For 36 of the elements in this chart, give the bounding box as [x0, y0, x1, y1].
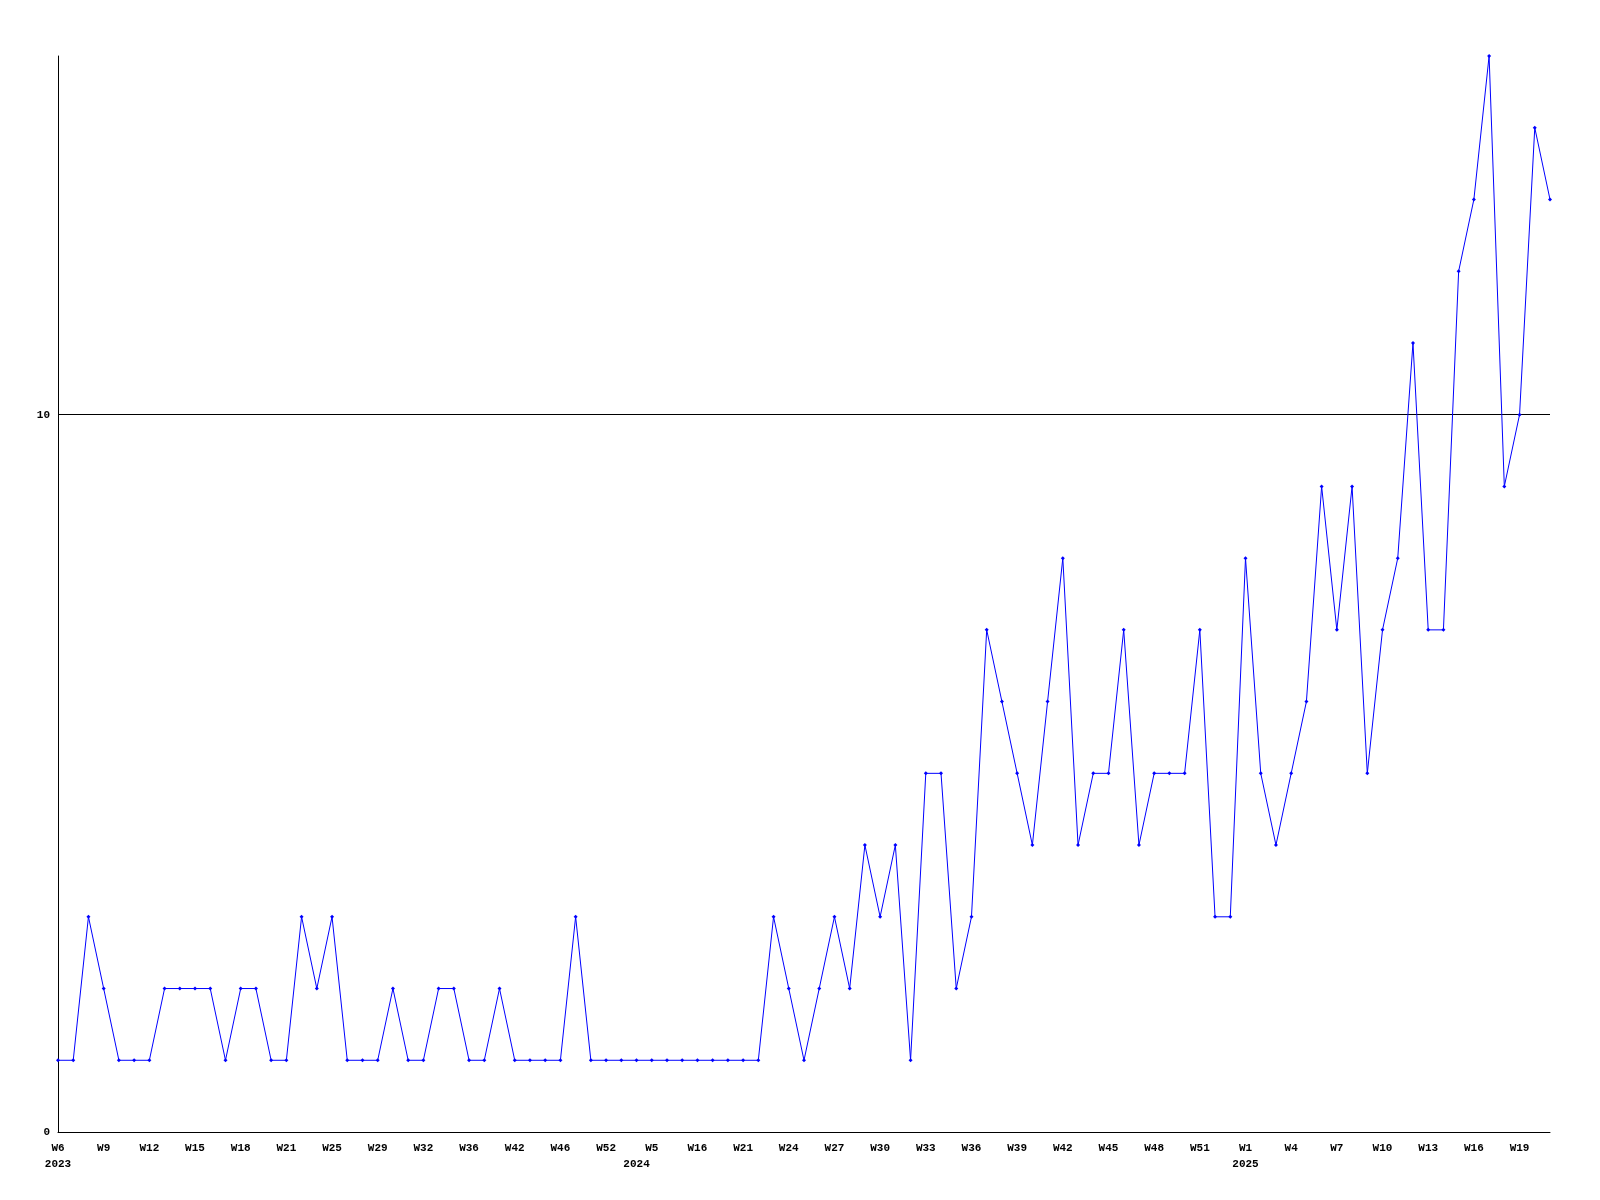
x-tick-label: W5 [645, 1142, 659, 1154]
x-tick-label: W10 [1372, 1142, 1393, 1154]
x-tick-label: W32 [413, 1142, 434, 1154]
x-tick-label: W36 [459, 1142, 479, 1154]
x-tick-label: W39 [1007, 1142, 1028, 1154]
x-tick-label: W30 [870, 1142, 891, 1154]
x-tick-label: W51 [1189, 1142, 1211, 1154]
x-tick-label: W1 2025 [1232, 1142, 1260, 1170]
x-tick-label: W52 [596, 1142, 616, 1154]
x-tick-label: W13 [1418, 1142, 1439, 1154]
x-tick-label: W25 [322, 1142, 343, 1154]
x-tick-label: W42 [1052, 1142, 1073, 1154]
x-tick-label: W15 [185, 1142, 206, 1154]
x-tick-label: W24 [778, 1142, 800, 1154]
x-tick-label: W42 [504, 1142, 525, 1154]
x-tick-label: W21 [276, 1142, 297, 1154]
x-tick-label: W16 [1463, 1142, 1484, 1154]
x-tick-label: W29 [367, 1142, 388, 1154]
y-tick-label: 10 [36, 408, 50, 421]
x-tick-label: W9 [97, 1142, 111, 1154]
x-tick-label: W36 [961, 1142, 982, 1154]
x-tick-label: W18 [230, 1142, 251, 1154]
x-tick-label: W16 [687, 1142, 708, 1154]
x-tick-label: W46 [550, 1142, 571, 1154]
x-tick-label: W7 [1330, 1142, 1344, 1154]
x-tick-label: W33 [915, 1142, 937, 1154]
x-tick-label: W4 [1284, 1142, 1299, 1154]
x-tick-label: 2024 [623, 1158, 651, 1170]
x-tick-label: W27 [824, 1142, 845, 1154]
x-tick-label: W12 [139, 1142, 160, 1154]
x-tick-label: W21 [733, 1142, 754, 1154]
y-tick-label: 0 [43, 1126, 50, 1138]
x-tick-label: W19 [1509, 1142, 1530, 1154]
x-tick-label: W6 2023 [44, 1142, 72, 1170]
x-tick-label: W48 [1144, 1142, 1165, 1154]
x-tick-label: W45 [1098, 1142, 1119, 1154]
